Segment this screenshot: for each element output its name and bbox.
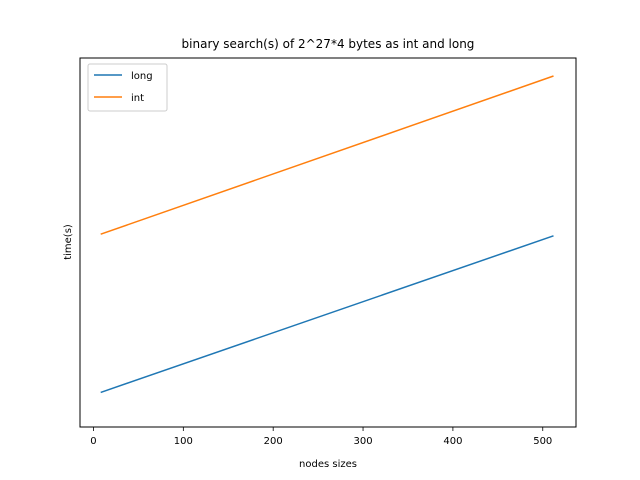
legend-label-long: long [131,71,153,82]
legend-label-int: int [131,93,144,104]
x-tick-label: 400 [443,436,462,447]
x-tick-label: 500 [533,436,552,447]
chart-title: binary search(s) of 2^27*4 bytes as int … [182,37,475,51]
x-tick-label: 0 [90,436,96,447]
series-line-long [100,235,554,394]
legend-box [87,63,168,112]
x-tick-label: 300 [353,436,372,447]
plot-area-frame [79,57,577,428]
series-layer [100,75,554,394]
series-line-int [100,75,554,235]
x-tick-label: 200 [264,436,283,447]
x-tick-label: 100 [174,436,193,447]
y-axis-label: time(s) [63,224,74,260]
x-axis: 0 100 200 300 400 500 [90,427,552,447]
legend: long int [87,63,168,112]
x-axis-label: nodes sizes [299,459,357,470]
